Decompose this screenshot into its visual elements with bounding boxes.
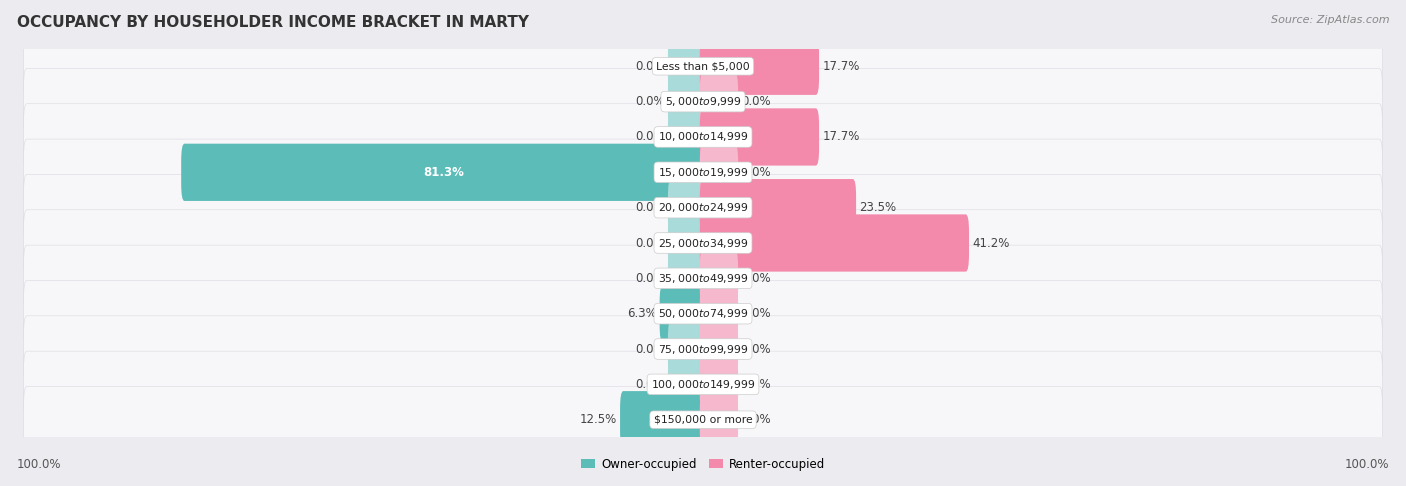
FancyBboxPatch shape bbox=[700, 37, 820, 95]
Text: 12.5%: 12.5% bbox=[579, 413, 617, 426]
Text: $25,000 to $34,999: $25,000 to $34,999 bbox=[658, 237, 748, 249]
Text: $5,000 to $9,999: $5,000 to $9,999 bbox=[665, 95, 741, 108]
Text: $100,000 to $149,999: $100,000 to $149,999 bbox=[651, 378, 755, 391]
FancyBboxPatch shape bbox=[24, 386, 1382, 453]
Text: 81.3%: 81.3% bbox=[423, 166, 464, 179]
FancyBboxPatch shape bbox=[700, 250, 738, 307]
Text: 0.0%: 0.0% bbox=[636, 378, 665, 391]
Text: $150,000 or more: $150,000 or more bbox=[654, 415, 752, 425]
Text: 6.3%: 6.3% bbox=[627, 307, 657, 320]
FancyBboxPatch shape bbox=[668, 37, 706, 95]
Text: 0.0%: 0.0% bbox=[741, 166, 770, 179]
Legend: Owner-occupied, Renter-occupied: Owner-occupied, Renter-occupied bbox=[576, 453, 830, 475]
Text: 0.0%: 0.0% bbox=[636, 237, 665, 249]
FancyBboxPatch shape bbox=[700, 108, 820, 166]
FancyBboxPatch shape bbox=[668, 320, 706, 378]
FancyBboxPatch shape bbox=[668, 214, 706, 272]
FancyBboxPatch shape bbox=[24, 351, 1382, 417]
Text: 0.0%: 0.0% bbox=[741, 307, 770, 320]
FancyBboxPatch shape bbox=[668, 179, 706, 236]
FancyBboxPatch shape bbox=[24, 316, 1382, 382]
FancyBboxPatch shape bbox=[700, 179, 856, 236]
Text: 0.0%: 0.0% bbox=[741, 378, 770, 391]
FancyBboxPatch shape bbox=[24, 245, 1382, 312]
FancyBboxPatch shape bbox=[24, 33, 1382, 100]
FancyBboxPatch shape bbox=[668, 356, 706, 413]
FancyBboxPatch shape bbox=[700, 356, 738, 413]
Text: 0.0%: 0.0% bbox=[636, 60, 665, 73]
FancyBboxPatch shape bbox=[24, 69, 1382, 135]
Text: $35,000 to $49,999: $35,000 to $49,999 bbox=[658, 272, 748, 285]
FancyBboxPatch shape bbox=[668, 250, 706, 307]
FancyBboxPatch shape bbox=[24, 174, 1382, 241]
FancyBboxPatch shape bbox=[668, 73, 706, 130]
FancyBboxPatch shape bbox=[659, 285, 706, 342]
Text: $75,000 to $99,999: $75,000 to $99,999 bbox=[658, 343, 748, 356]
FancyBboxPatch shape bbox=[24, 104, 1382, 170]
Text: $10,000 to $14,999: $10,000 to $14,999 bbox=[658, 130, 748, 143]
FancyBboxPatch shape bbox=[24, 210, 1382, 276]
Text: 41.2%: 41.2% bbox=[972, 237, 1010, 249]
FancyBboxPatch shape bbox=[24, 139, 1382, 206]
Text: Less than $5,000: Less than $5,000 bbox=[657, 61, 749, 71]
Text: 0.0%: 0.0% bbox=[636, 272, 665, 285]
Text: $20,000 to $24,999: $20,000 to $24,999 bbox=[658, 201, 748, 214]
Text: 0.0%: 0.0% bbox=[741, 413, 770, 426]
FancyBboxPatch shape bbox=[181, 144, 706, 201]
Text: 100.0%: 100.0% bbox=[1344, 458, 1389, 471]
Text: $15,000 to $19,999: $15,000 to $19,999 bbox=[658, 166, 748, 179]
FancyBboxPatch shape bbox=[700, 320, 738, 378]
FancyBboxPatch shape bbox=[668, 108, 706, 166]
Text: 100.0%: 100.0% bbox=[17, 458, 62, 471]
FancyBboxPatch shape bbox=[700, 391, 738, 449]
Text: 23.5%: 23.5% bbox=[859, 201, 897, 214]
FancyBboxPatch shape bbox=[700, 73, 738, 130]
FancyBboxPatch shape bbox=[700, 144, 738, 201]
Text: OCCUPANCY BY HOUSEHOLDER INCOME BRACKET IN MARTY: OCCUPANCY BY HOUSEHOLDER INCOME BRACKET … bbox=[17, 15, 529, 30]
Text: 0.0%: 0.0% bbox=[741, 343, 770, 356]
FancyBboxPatch shape bbox=[24, 280, 1382, 347]
FancyBboxPatch shape bbox=[620, 391, 706, 449]
Text: 0.0%: 0.0% bbox=[741, 95, 770, 108]
Text: 17.7%: 17.7% bbox=[823, 60, 859, 73]
Text: 0.0%: 0.0% bbox=[636, 343, 665, 356]
Text: Source: ZipAtlas.com: Source: ZipAtlas.com bbox=[1271, 15, 1389, 25]
FancyBboxPatch shape bbox=[700, 214, 969, 272]
Text: 0.0%: 0.0% bbox=[636, 201, 665, 214]
Text: 0.0%: 0.0% bbox=[741, 272, 770, 285]
Text: 0.0%: 0.0% bbox=[636, 130, 665, 143]
Text: $50,000 to $74,999: $50,000 to $74,999 bbox=[658, 307, 748, 320]
FancyBboxPatch shape bbox=[700, 285, 738, 342]
Text: 0.0%: 0.0% bbox=[636, 95, 665, 108]
Text: 17.7%: 17.7% bbox=[823, 130, 859, 143]
